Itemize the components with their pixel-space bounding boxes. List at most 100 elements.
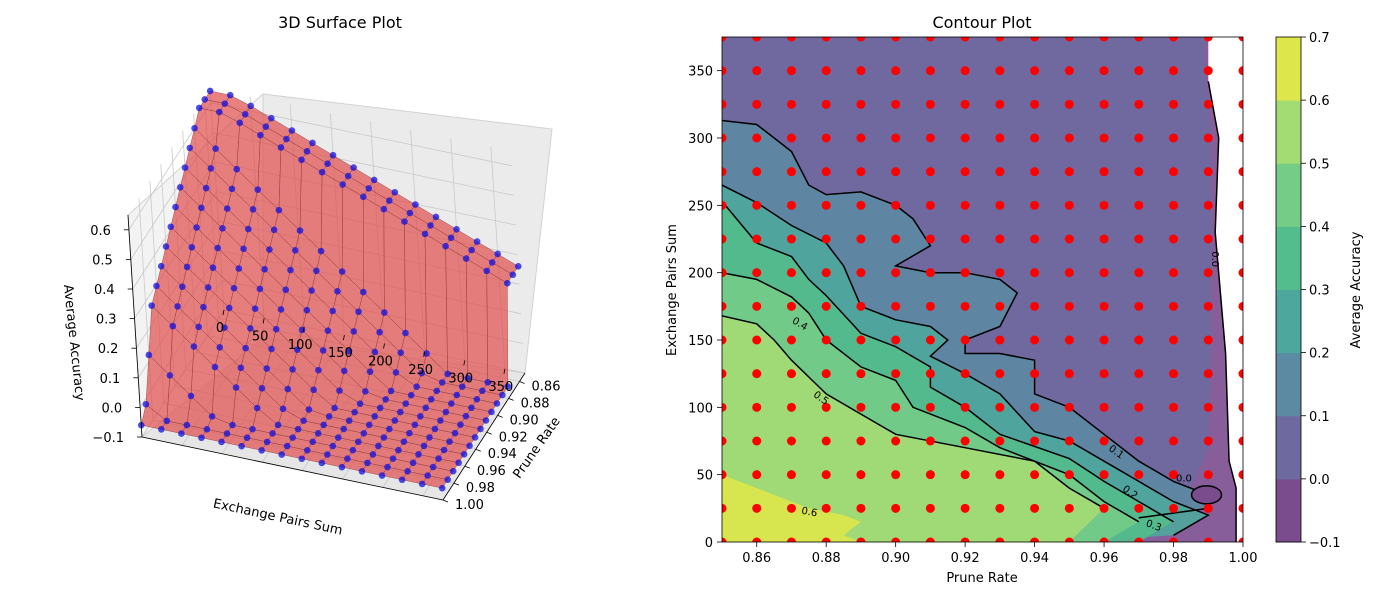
contour-point	[821, 37, 831, 42]
contour-point	[856, 200, 866, 210]
contour-point	[856, 99, 866, 109]
surface-point	[313, 267, 320, 275]
x-tick-label: 50	[252, 329, 269, 344]
contour-point	[925, 167, 935, 177]
contour-point	[960, 99, 970, 109]
surface-point	[460, 450, 468, 458]
contour-point	[722, 234, 727, 244]
surface-point	[482, 417, 490, 424]
surface-point	[391, 417, 399, 424]
surface-point	[275, 206, 283, 214]
surface-point	[303, 446, 311, 454]
contour-point	[1064, 234, 1074, 244]
surface-point	[483, 267, 491, 275]
contour-point	[821, 200, 831, 210]
contour-point	[1064, 301, 1074, 311]
contour-point	[995, 537, 1005, 542]
surface-point	[277, 306, 285, 313]
contour-point	[1030, 133, 1040, 143]
contour-point	[1238, 37, 1243, 42]
surface-point	[392, 369, 400, 376]
surface-point	[274, 421, 282, 429]
contour-point	[891, 301, 901, 311]
contour-point	[786, 234, 796, 244]
colorbar-tick-label: 0.3	[1309, 284, 1330, 299]
x-tick-label: 200	[368, 355, 393, 370]
surface-point	[284, 385, 292, 393]
surface-point	[153, 282, 160, 290]
surface-point	[479, 387, 486, 395]
contour-point	[1030, 301, 1040, 311]
surface-point	[364, 459, 371, 467]
contour-point	[752, 335, 762, 345]
surface-point	[362, 388, 369, 395]
contour-point	[925, 335, 935, 345]
colorbar-band	[1276, 37, 1301, 101]
contour-point	[786, 37, 796, 42]
contour-point	[995, 66, 1005, 76]
surface-z-label: Average Accuracy	[60, 284, 87, 402]
surface-point	[409, 459, 417, 467]
surface-point	[191, 124, 198, 132]
contour-point	[925, 268, 935, 278]
surface-point	[442, 242, 449, 250]
contour-point	[1030, 167, 1040, 177]
y-tick-label: 0.88	[521, 396, 550, 411]
contour-point	[1030, 99, 1040, 109]
contour-point	[722, 537, 727, 542]
contour-point	[1203, 436, 1213, 446]
surface-point	[181, 164, 189, 171]
contour-point	[786, 369, 796, 379]
contour-point	[1169, 402, 1179, 412]
contour-point	[752, 436, 762, 446]
surface-point	[336, 387, 343, 394]
surface-point	[257, 131, 264, 139]
contour-point	[1134, 402, 1144, 412]
surface-point	[462, 412, 470, 420]
surface-point	[247, 325, 254, 332]
contour-point	[1169, 200, 1179, 210]
contour-point	[1099, 200, 1109, 210]
surface-point	[371, 348, 379, 356]
x-axis-line	[141, 436, 444, 501]
contour-point	[995, 470, 1005, 480]
colorbar-band	[1276, 415, 1301, 480]
contour-point	[1030, 37, 1040, 42]
surface-point	[198, 434, 205, 442]
y-tick-label: 0.96	[477, 464, 506, 479]
contour-point	[786, 133, 796, 143]
y-tick-label: 0.92	[499, 430, 528, 445]
contour-point	[1134, 537, 1144, 542]
contour-point	[891, 234, 901, 244]
colorbar-tick-label: 0.6	[1309, 94, 1330, 109]
contour-point	[786, 99, 796, 109]
y-tick-mark	[486, 431, 492, 435]
contour-point	[995, 301, 1005, 311]
contour-point	[821, 470, 831, 480]
y-tick-label: 1.00	[455, 498, 484, 513]
x-tick-label: 0.96	[1090, 551, 1119, 566]
contour-point	[752, 402, 762, 412]
contour-point	[1203, 234, 1213, 244]
surface-point	[444, 370, 451, 378]
contour-point	[1238, 200, 1243, 210]
surface-point	[268, 114, 275, 122]
contour-point	[786, 335, 796, 345]
surface-point	[325, 413, 333, 420]
surface-point	[338, 268, 346, 275]
contour-point	[891, 37, 901, 42]
contour-point	[1030, 369, 1040, 379]
contour-point	[722, 335, 727, 345]
contour-point	[1099, 133, 1109, 143]
contour-point	[722, 402, 727, 412]
contour-point	[1099, 436, 1109, 446]
contour-point	[752, 167, 762, 177]
contour-point	[960, 470, 970, 480]
surface-point	[249, 206, 257, 213]
surface-point	[386, 197, 393, 205]
surface-point	[384, 463, 391, 471]
surface-point	[198, 204, 205, 212]
contour-point	[960, 200, 970, 210]
surface-point	[344, 455, 351, 462]
surface-point	[190, 343, 198, 350]
